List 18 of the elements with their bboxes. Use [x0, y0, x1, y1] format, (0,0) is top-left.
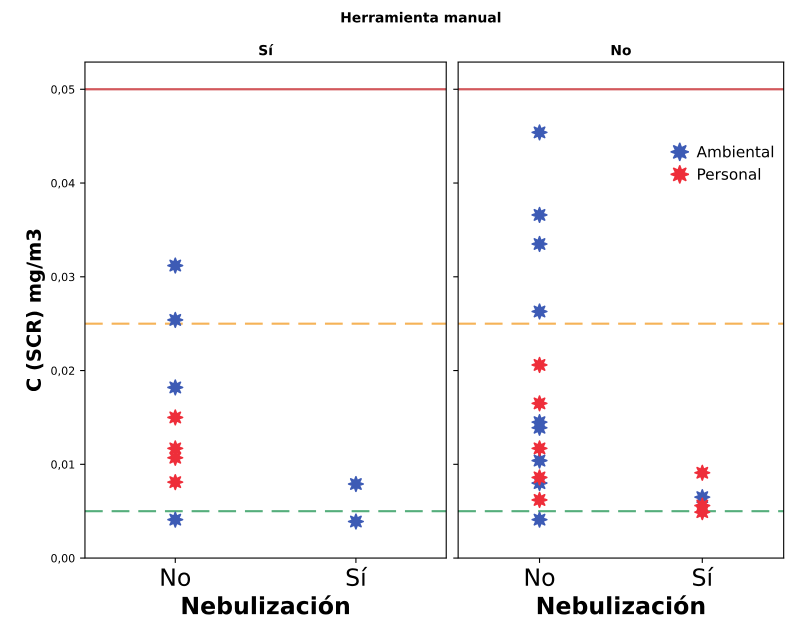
y-tick-label: 0,01 [51, 460, 74, 470]
x-tick-label: Sí [346, 566, 368, 586]
x-tick-label: No [162, 568, 190, 586]
legend-label: Ambiental [696, 146, 774, 158]
x-tick-label: No [526, 568, 554, 586]
chart-subtitle: Sí [259, 44, 274, 56]
x-tick-label: Sí [693, 566, 714, 586]
x-axis-title: Nebulización [538, 595, 704, 614]
y-tick-label: 0,02 [51, 366, 74, 376]
legend-label: Personal [698, 168, 760, 180]
y-axis-title: C (SCR) mg/m3 [26, 230, 45, 392]
y-tick-label: 0,04 [51, 179, 75, 189]
x-axis-title: Nebulización [182, 595, 349, 614]
y-tick-label: 0,00 [51, 554, 74, 564]
chart-subtitle: No [612, 45, 631, 56]
y-tick-label: 0,05 [51, 85, 74, 95]
y-tick-label: 0,03 [51, 272, 74, 282]
chart-title: Herramienta manual [341, 12, 500, 23]
